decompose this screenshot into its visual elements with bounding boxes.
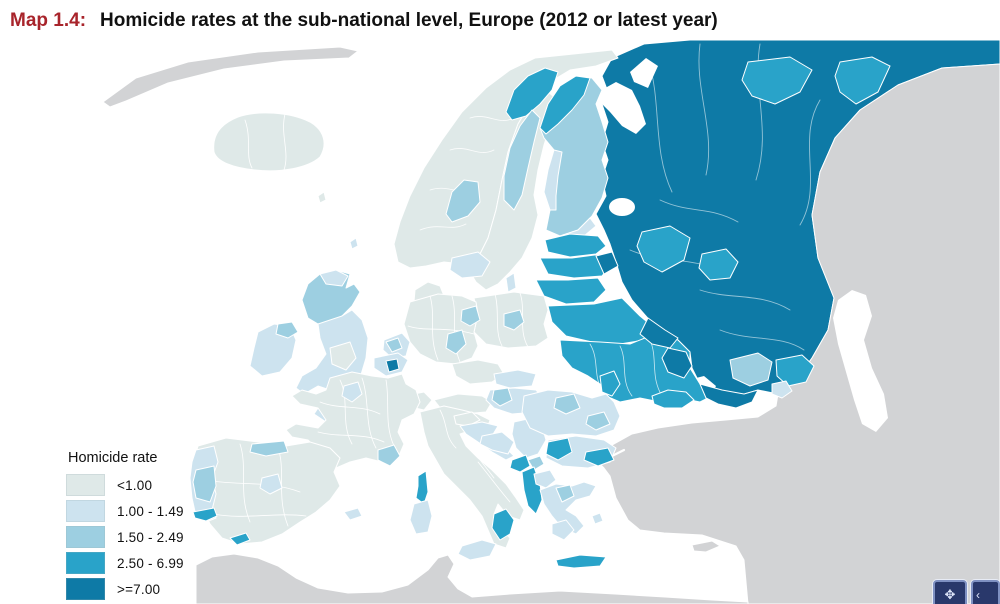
figure-title: Map 1.4: Homicide rates at the sub-nation… <box>10 10 718 32</box>
region-moldova <box>599 370 621 397</box>
legend-title: Homicide rate <box>68 450 158 466</box>
legend-label-4: 2.50 - 6.99 <box>117 555 184 571</box>
region-poland-north <box>503 309 525 331</box>
region-crimea <box>651 389 695 409</box>
legend-row: <1.00 <box>66 474 184 496</box>
legend-label-2: 1.00 - 1.49 <box>117 503 184 519</box>
region-bulgaria-west <box>545 437 573 461</box>
france-internal-borders <box>317 377 395 449</box>
region-sweden-east <box>503 109 541 211</box>
caspian-sea <box>833 290 888 432</box>
region-ile-de-france <box>341 381 363 403</box>
region-balearics <box>343 507 363 521</box>
region-romania-west <box>553 393 581 415</box>
russia-subregion <box>741 56 813 105</box>
region-andalucia-coast <box>229 532 251 546</box>
chevron-left-icon: ‹ <box>976 588 980 602</box>
region-romania-south <box>585 411 611 431</box>
region-estonia <box>544 233 607 258</box>
legend-label-5: >=7.00 <box>117 581 161 597</box>
region-spain-north <box>249 440 289 457</box>
region-bosnia <box>479 431 515 455</box>
map-legend: Homicide rate <1.00 1.00 - 1.49 1.50 - 2… <box>66 450 184 604</box>
region-northern-ireland <box>275 321 299 339</box>
region-shetland <box>349 237 359 250</box>
region-brussels <box>385 358 400 373</box>
region-lithuania <box>535 277 607 305</box>
region-mecklenburg <box>460 305 481 327</box>
white-sea <box>598 82 646 134</box>
legend-label-3: 1.50 - 2.49 <box>117 529 184 545</box>
region-aegean-islands <box>591 512 604 525</box>
region-peloponnese <box>551 519 575 541</box>
region-languedoc <box>377 444 401 467</box>
region-france <box>285 371 421 469</box>
italy-internal-borders <box>439 409 511 503</box>
legend-row: 1.50 - 2.49 <box>66 526 184 548</box>
region-north-africa-nodata <box>195 553 749 604</box>
legend-swatch-3 <box>66 526 105 548</box>
legend-swatch-1 <box>66 474 105 496</box>
region-hungary-west <box>491 387 513 407</box>
region-finland-north <box>539 75 591 135</box>
region-sardinia <box>409 499 433 535</box>
zoom-control-partial[interactable]: ‹ <box>971 580 1000 604</box>
region-scotland-north <box>319 269 349 287</box>
region-kosovo <box>527 455 545 471</box>
russia-subregion <box>636 225 691 273</box>
russia-subregion <box>775 354 815 387</box>
region-latvia-east <box>595 251 619 275</box>
region-iceland <box>213 112 325 172</box>
lake-ladoga <box>609 198 635 216</box>
russia-subregion <box>698 248 739 281</box>
region-krasnodar <box>699 383 759 409</box>
white-sea-throat <box>630 58 658 88</box>
legend-swatch-4 <box>66 552 105 574</box>
russia-subregion-kalmykia <box>729 352 773 387</box>
region-algarve <box>192 507 218 522</box>
legend-row: >=7.00 <box>66 578 184 600</box>
figure-number: Map 1.4: <box>10 10 87 31</box>
legend-row: 1.00 - 1.49 <box>66 500 184 522</box>
region-sweden-mid <box>445 179 481 223</box>
region-england-mid <box>329 341 357 371</box>
region-greece <box>539 481 597 535</box>
region-sicily <box>457 539 497 561</box>
region-greece-north <box>555 484 575 503</box>
legend-swatch-2 <box>66 500 105 522</box>
region-east-nodata <box>595 63 1000 604</box>
map-nav-controls: ✥ ‹ <box>933 580 1000 604</box>
legend-label-1: <1.00 <box>117 477 153 493</box>
region-gotland <box>505 272 517 293</box>
iceland-internal-border <box>244 113 287 171</box>
figure-title-text: Homicide rates at the sub-national level… <box>100 10 718 31</box>
region-faroe <box>317 191 327 204</box>
legend-swatch-5 <box>66 578 105 600</box>
region-macedonia <box>533 469 557 489</box>
region-calabria <box>491 508 515 541</box>
region-slovakia <box>493 369 537 389</box>
germany-internal-borders <box>407 295 475 363</box>
pan-button[interactable]: ✥ <box>933 580 967 604</box>
region-cyprus-nodata <box>691 540 721 553</box>
russia-subregion <box>771 380 793 399</box>
region-greenland-nodata <box>102 46 359 108</box>
region-montenegro <box>509 454 531 473</box>
region-netherlands-west <box>385 337 403 353</box>
region-brandenburg <box>445 329 467 355</box>
region-lapland-high <box>505 67 559 121</box>
region-madrid <box>259 473 283 495</box>
region-finland-west <box>543 149 563 211</box>
pan-icon: ✥ <box>944 586 956 602</box>
region-stockholm <box>449 251 491 279</box>
region-ukraine-east <box>661 347 693 379</box>
region-crete <box>555 554 607 569</box>
region-portugal-center <box>192 465 217 503</box>
region-bulgaria-east <box>583 447 615 467</box>
russia-subregion <box>834 56 891 105</box>
legend-row: 2.50 - 6.99 <box>66 552 184 574</box>
